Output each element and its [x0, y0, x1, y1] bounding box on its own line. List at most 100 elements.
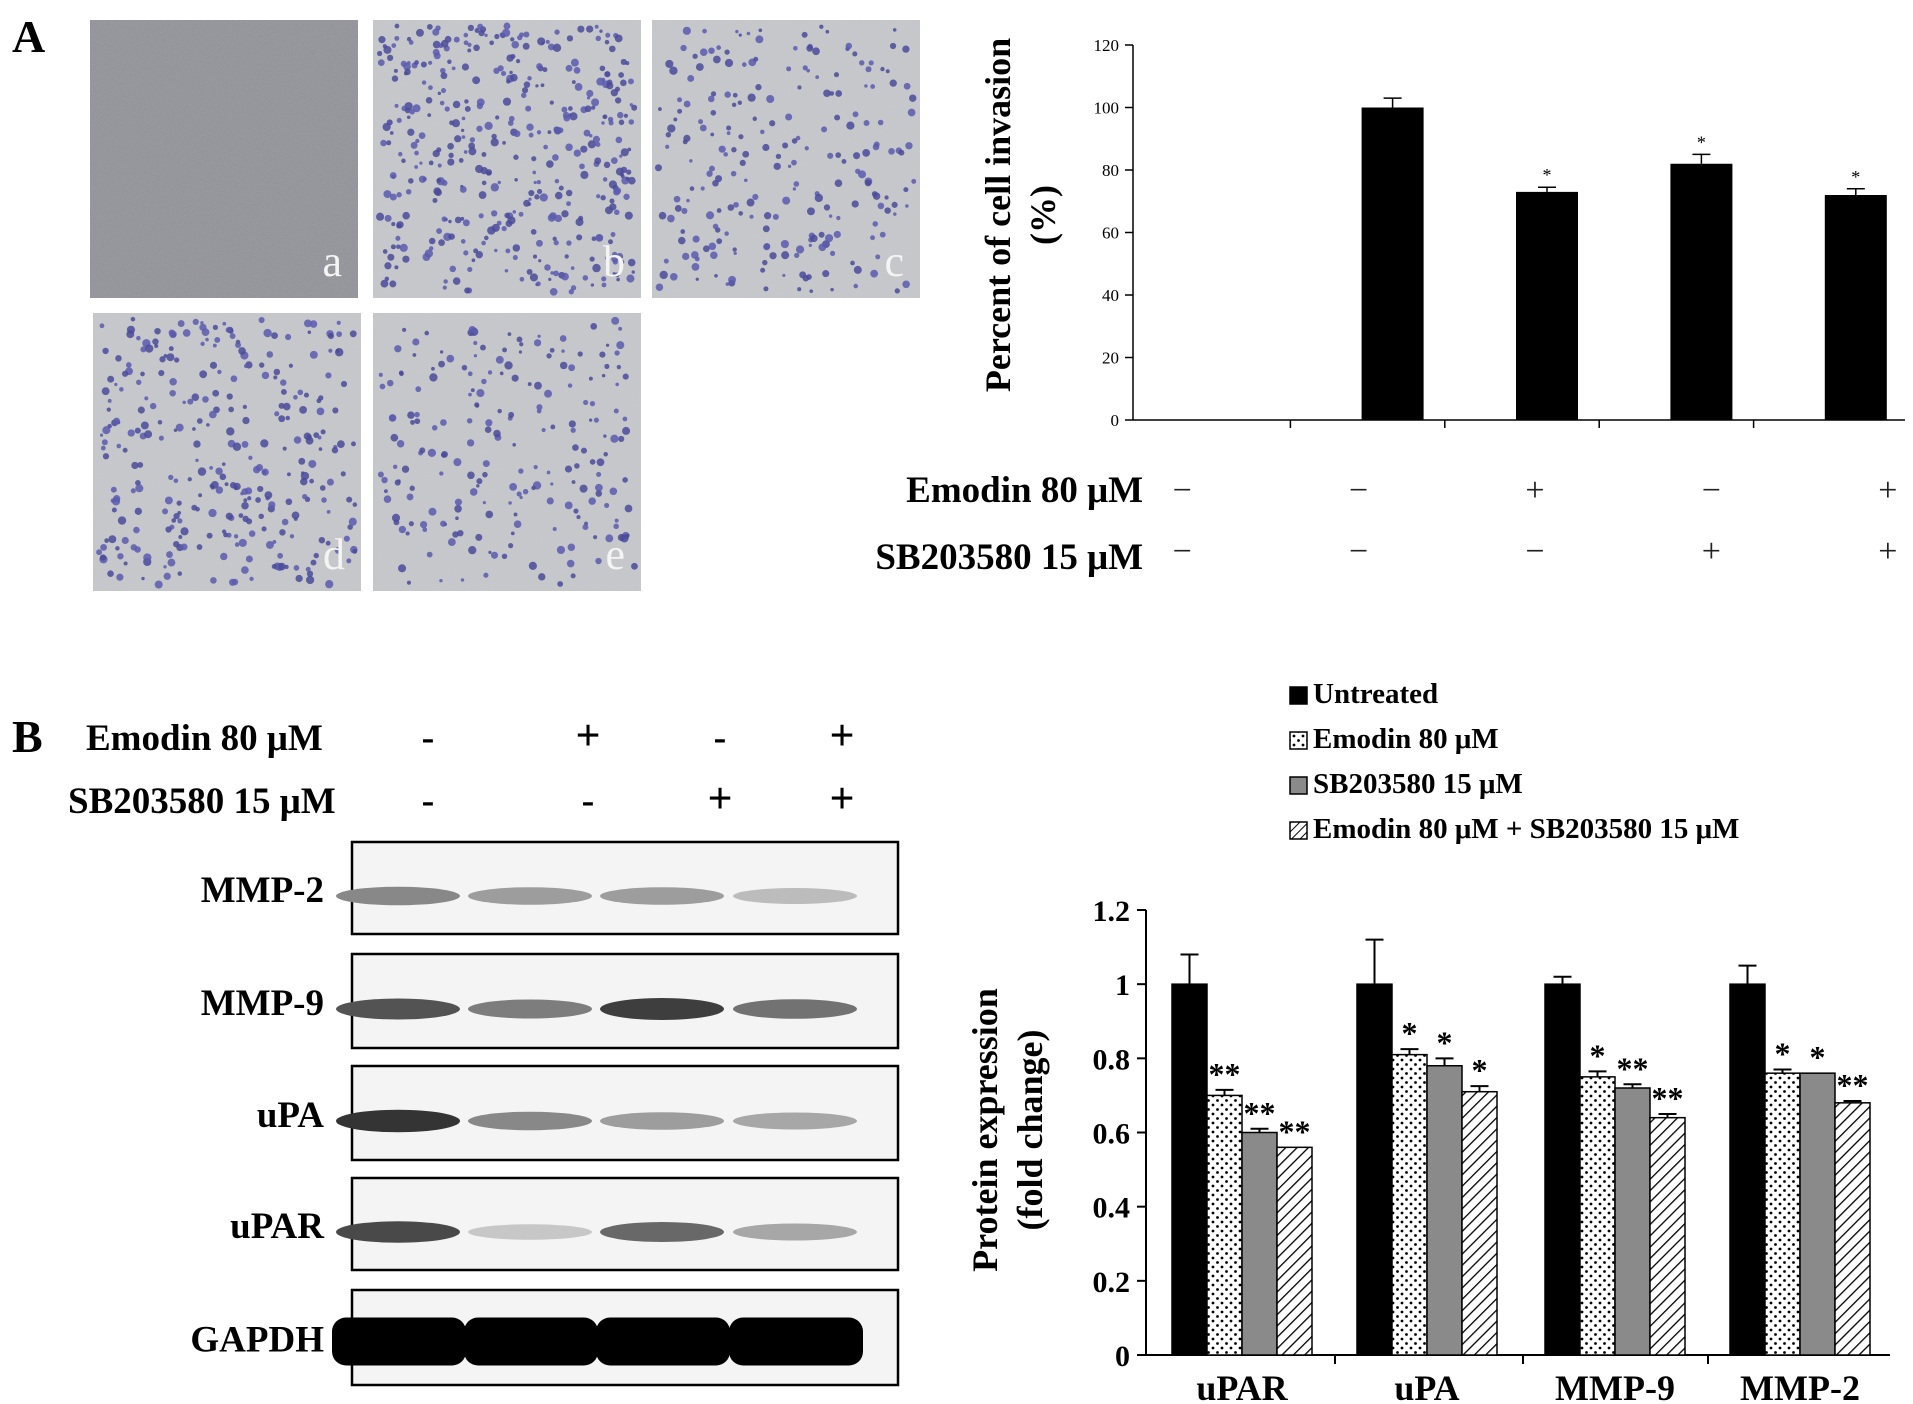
stained-cell [665, 59, 674, 68]
stained-cell [481, 152, 487, 157]
stained-cell [174, 357, 180, 363]
stained-cell [618, 326, 623, 331]
stained-cell [557, 581, 564, 587]
stained-cell [187, 398, 194, 405]
stained-cell [452, 531, 459, 538]
chart-b-y-ticks: 0 0.2 0.4 0.6 0.8 1 1.2 [1093, 895, 1146, 1373]
stained-cell [525, 105, 532, 112]
stained-cell [604, 71, 611, 77]
stained-cell [199, 370, 208, 379]
stained-cell [763, 243, 771, 251]
stained-cell [566, 559, 575, 568]
stained-cell [408, 178, 414, 184]
stained-cell [892, 28, 897, 32]
stained-cell [406, 493, 414, 501]
stained-cell [490, 183, 500, 192]
stained-cell [337, 440, 345, 449]
stained-cell [599, 351, 606, 358]
stained-cell [715, 175, 723, 183]
stained-cell [613, 523, 619, 530]
blot-frame [350, 840, 900, 936]
stained-cell [224, 482, 229, 487]
x-category-label: uPAR [1196, 1368, 1288, 1404]
legend-swatch [1289, 776, 1308, 795]
stained-cell [414, 60, 419, 65]
stained-cell [626, 169, 632, 175]
stained-cell [538, 573, 546, 581]
stained-cell [517, 34, 523, 41]
stained-cell [403, 71, 408, 76]
stained-cell [391, 43, 397, 48]
treatment-mark: − [1173, 533, 1192, 570]
stained-cell [699, 124, 707, 132]
stained-cell [140, 421, 149, 430]
stained-cell [815, 75, 820, 79]
stained-cell [195, 458, 199, 463]
stained-cell [491, 133, 497, 140]
stained-cell [439, 350, 444, 354]
stained-cell [573, 508, 579, 514]
stained-cell [527, 76, 532, 81]
stained-cell [596, 234, 603, 241]
stained-cell [478, 30, 485, 37]
stained-cell [149, 402, 157, 410]
stained-cell [217, 369, 222, 375]
micrograph-letter: a [322, 237, 342, 286]
stained-cell [168, 329, 175, 336]
stained-cell [743, 178, 748, 183]
stained-cell [405, 531, 410, 536]
stained-cell [864, 84, 868, 88]
stained-cell [284, 333, 292, 341]
stained-cell [616, 252, 624, 260]
stained-cell [737, 100, 743, 105]
stained-cell [187, 477, 192, 482]
stained-cell [833, 72, 840, 78]
micrograph-letter: d [323, 530, 345, 579]
stained-cell [226, 393, 233, 400]
stained-cell [424, 330, 430, 336]
stained-cell [389, 172, 397, 179]
stained-cell [140, 371, 145, 377]
stained-cell [389, 280, 397, 288]
stained-cell [208, 410, 217, 419]
stained-cell [870, 235, 876, 241]
stained-cell [332, 407, 339, 414]
stained-cell [377, 50, 383, 57]
panel-b-treatment-table: Emodin 80 μM SB203580 15 μM - + - + - - + + [68, 711, 855, 823]
stained-cell [579, 484, 588, 493]
stained-cell [533, 465, 538, 470]
stained-cell [475, 403, 480, 408]
stained-cell [845, 42, 853, 50]
stained-cell [318, 447, 323, 451]
panel-a-treatment-table: Emodin 80 μM SB203580 15 μM − − + − + − − − + + [875, 470, 1897, 578]
stained-cell [710, 109, 717, 116]
stained-cell [508, 501, 512, 505]
stained-cell [387, 253, 395, 261]
stained-cell [710, 132, 715, 137]
stained-cell [107, 375, 115, 383]
stained-cell [460, 578, 465, 582]
stained-cell [731, 147, 737, 153]
stained-cell [482, 500, 486, 505]
stained-cell [454, 505, 462, 513]
stained-cell [380, 279, 389, 288]
stained-cell [749, 214, 754, 219]
stained-cell [410, 141, 418, 149]
stained-cell [154, 327, 161, 335]
stained-cell [877, 202, 885, 210]
stained-cell [682, 26, 691, 35]
stained-cell [603, 161, 611, 169]
stained-cell [902, 280, 910, 289]
stained-cell [526, 123, 534, 131]
stained-cell [144, 396, 149, 401]
significance-mark: * [1851, 167, 1860, 187]
treat-b-emodin-label: Emodin 80 μM [86, 718, 323, 759]
stained-cell [402, 211, 410, 220]
stained-cell [763, 286, 769, 292]
stained-cell [602, 114, 607, 119]
treatment-mark: - [422, 780, 435, 822]
stained-cell [682, 139, 688, 145]
blot-band [600, 1112, 724, 1130]
stained-cell [726, 131, 731, 136]
treat-a-emodin-label: Emodin 80 μM [906, 470, 1143, 511]
